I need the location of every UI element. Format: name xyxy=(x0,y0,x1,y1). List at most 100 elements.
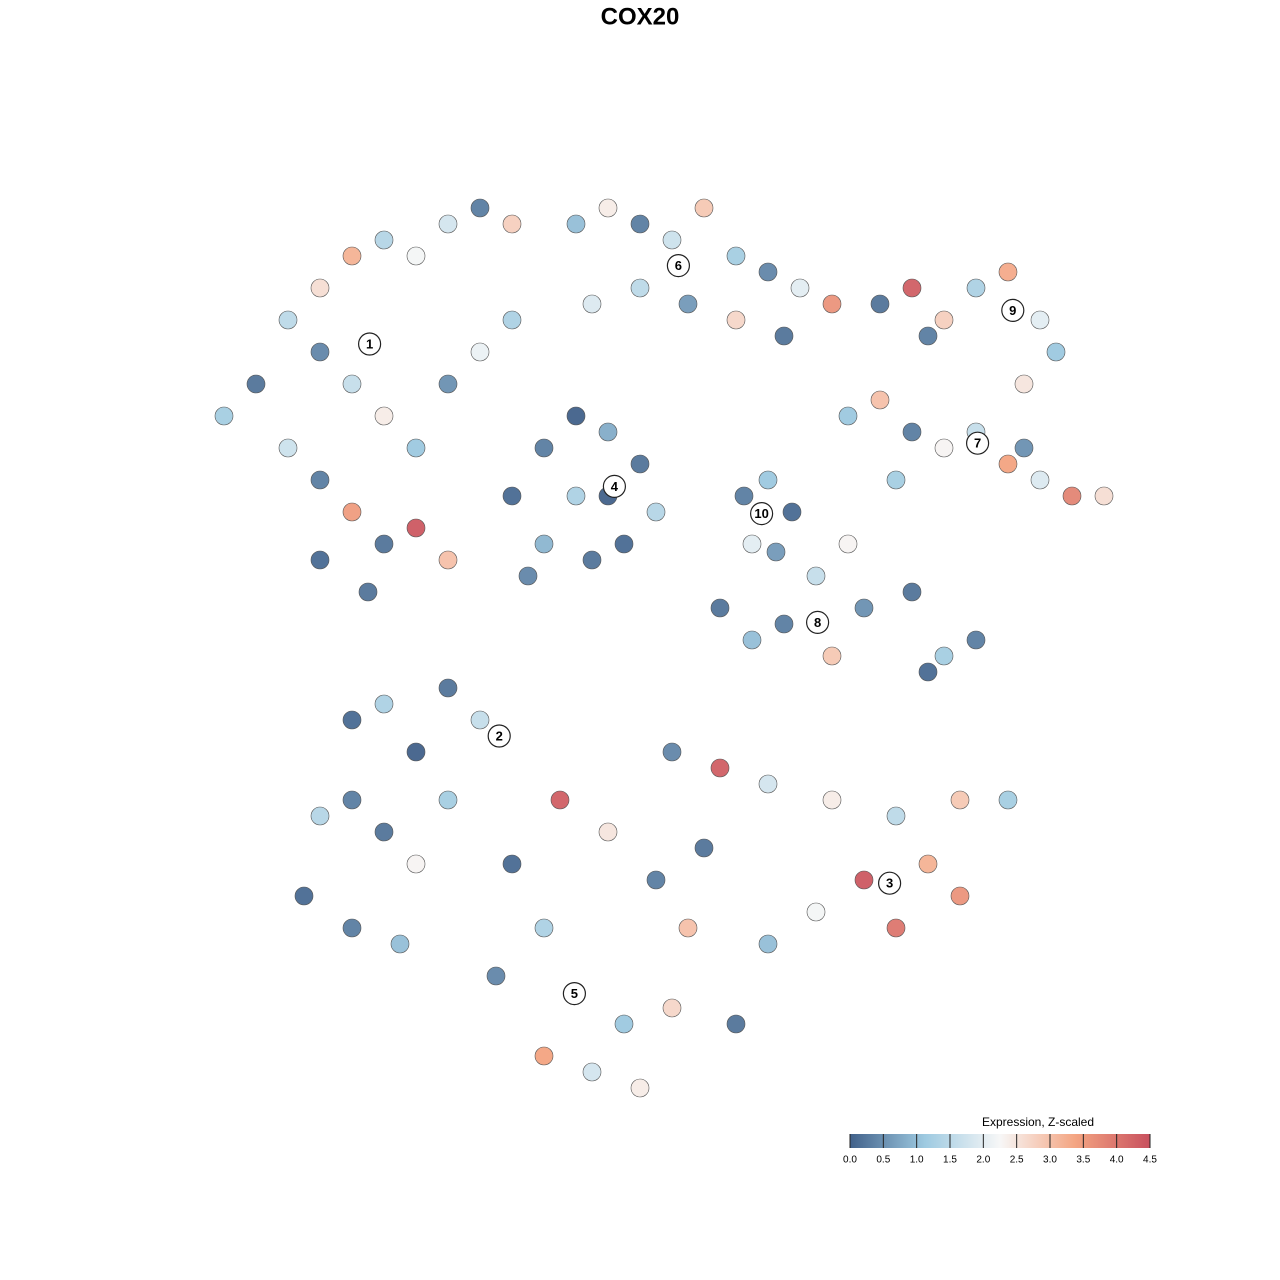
point xyxy=(646,870,666,890)
point xyxy=(726,310,746,330)
point xyxy=(310,806,330,826)
point xyxy=(438,678,458,698)
point xyxy=(822,294,842,314)
point xyxy=(902,278,922,298)
point xyxy=(566,214,586,234)
point xyxy=(758,262,778,282)
point xyxy=(822,790,842,810)
cluster-label-badge xyxy=(1001,298,1025,322)
point xyxy=(342,710,362,730)
point xyxy=(886,918,906,938)
point xyxy=(742,534,762,554)
point xyxy=(502,854,522,874)
point xyxy=(934,646,954,666)
point xyxy=(1062,486,1082,506)
point xyxy=(614,1014,634,1034)
point xyxy=(582,550,602,570)
point xyxy=(438,550,458,570)
point xyxy=(998,454,1018,474)
point xyxy=(486,966,506,986)
point xyxy=(406,518,426,538)
point xyxy=(678,294,698,314)
point xyxy=(342,502,362,522)
colorbar-tick-label: 2.5 xyxy=(1010,1155,1024,1166)
point xyxy=(806,902,826,922)
point xyxy=(566,406,586,426)
point xyxy=(1014,374,1034,394)
point xyxy=(918,662,938,682)
point xyxy=(278,310,298,330)
point xyxy=(502,214,522,234)
point xyxy=(742,630,762,650)
cluster-label-badge xyxy=(965,431,990,455)
point xyxy=(534,438,554,458)
point xyxy=(342,246,362,266)
colorbar-tick-label: 0.0 xyxy=(843,1155,857,1166)
point xyxy=(310,278,330,298)
point xyxy=(694,198,714,218)
colorbar-tick-label: 4.0 xyxy=(1110,1155,1124,1166)
point xyxy=(310,550,330,570)
point xyxy=(774,614,794,634)
point xyxy=(342,374,362,394)
point xyxy=(470,198,490,218)
point xyxy=(758,470,778,490)
point xyxy=(374,534,394,554)
point xyxy=(854,598,874,618)
cluster-label: 6 xyxy=(675,258,682,273)
point xyxy=(782,502,802,522)
point xyxy=(438,790,458,810)
cluster-label-badge xyxy=(749,501,774,526)
point xyxy=(374,694,394,714)
point xyxy=(502,486,522,506)
colorbar-tick-label: 1.0 xyxy=(910,1155,924,1166)
cluster-label-badge xyxy=(602,474,627,498)
point xyxy=(734,486,754,506)
point xyxy=(806,566,826,586)
point xyxy=(598,198,618,218)
point xyxy=(662,998,682,1018)
point xyxy=(534,534,554,554)
point xyxy=(470,710,490,730)
point xyxy=(966,630,986,650)
point xyxy=(950,886,970,906)
cluster-label-badge xyxy=(666,254,691,278)
point xyxy=(598,822,618,842)
point xyxy=(694,838,714,858)
point xyxy=(630,214,650,234)
point xyxy=(406,742,426,762)
point xyxy=(342,918,362,938)
point xyxy=(374,406,394,426)
point xyxy=(550,790,570,810)
point xyxy=(966,278,986,298)
colorbar-tick-label: 3.5 xyxy=(1076,1155,1090,1166)
point xyxy=(1014,438,1034,458)
point xyxy=(598,422,618,442)
point xyxy=(534,1046,554,1066)
point xyxy=(1030,470,1050,490)
point xyxy=(246,374,266,394)
cluster-label: 5 xyxy=(571,986,578,1001)
point xyxy=(838,534,858,554)
point xyxy=(630,1078,650,1098)
point xyxy=(902,582,922,602)
point xyxy=(822,646,842,666)
point xyxy=(726,1014,746,1034)
point xyxy=(710,598,730,618)
point xyxy=(582,294,602,314)
point xyxy=(950,790,970,810)
cluster-label-badge xyxy=(562,981,587,1006)
colorbar-tick-label: 4.5 xyxy=(1143,1155,1157,1166)
point xyxy=(998,262,1018,282)
point xyxy=(918,326,938,346)
point xyxy=(710,758,730,778)
cluster-label: 4 xyxy=(611,479,619,494)
point xyxy=(294,886,314,906)
point xyxy=(838,406,858,426)
chart-title: COX20 xyxy=(601,3,680,30)
point xyxy=(1046,342,1066,362)
point xyxy=(630,454,650,474)
point xyxy=(390,934,410,954)
